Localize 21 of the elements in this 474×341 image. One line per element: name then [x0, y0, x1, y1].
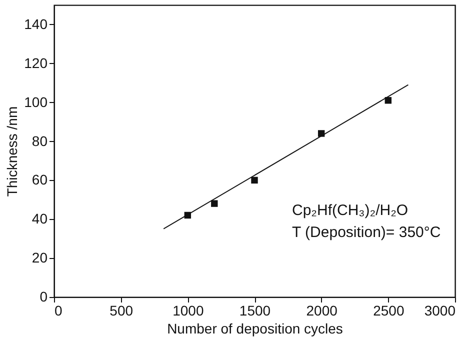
y-tick-label: 140	[24, 16, 48, 32]
point	[211, 200, 218, 207]
x-tick-label: 2000	[306, 302, 338, 318]
y-tick-label: 0	[40, 288, 48, 304]
y-tick-label: 60	[32, 172, 48, 188]
x-tick-label: 2500	[373, 302, 404, 318]
y-tick-label: 40	[32, 210, 48, 227]
point	[251, 176, 258, 184]
y-tick-label: 20	[32, 250, 48, 266]
x-axis-title: Number of deposition cycles	[167, 320, 343, 336]
y-tick-label: 100	[24, 94, 48, 110]
annotation: T (Deposition)= 350°C	[292, 224, 441, 241]
x-tick-label: 3000	[424, 302, 456, 318]
y-axis-title: Thickness /nm	[4, 106, 20, 197]
x-tick-label: 1500	[239, 302, 271, 318]
y-tick-label: 80	[32, 132, 48, 149]
x-tick-label: 1000	[172, 302, 204, 318]
y-tick-label: 120	[24, 54, 48, 71]
x-tick-label: 0	[54, 302, 62, 318]
x-tick-label: 500	[110, 302, 134, 318]
annotation: Cp₂Hf(CH₃)₂/H₂O	[292, 202, 408, 219]
